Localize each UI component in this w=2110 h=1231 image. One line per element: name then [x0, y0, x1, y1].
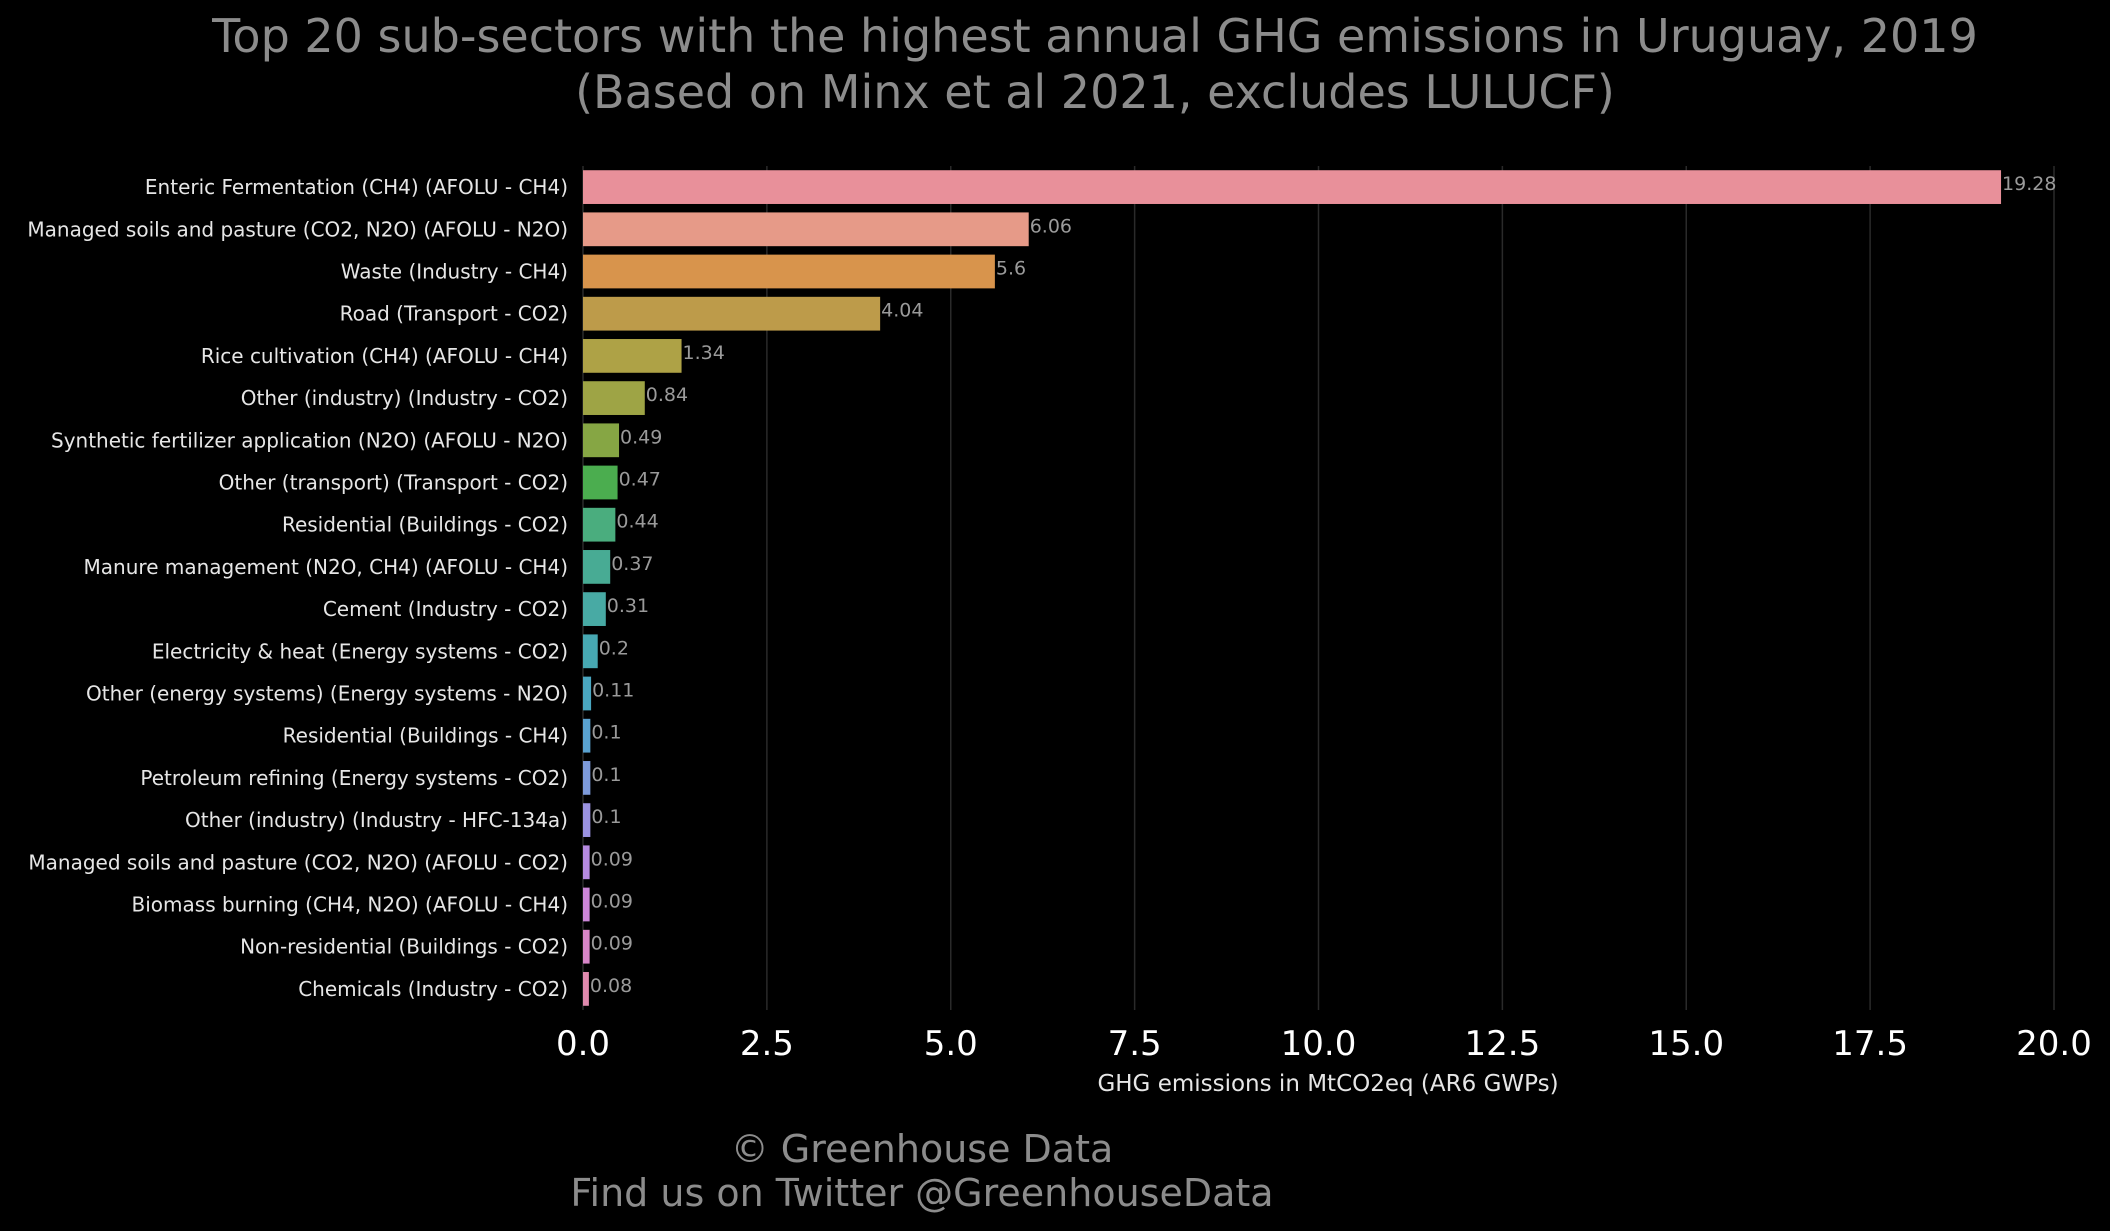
- value-label: 0.09: [591, 848, 633, 870]
- bar: [583, 887, 590, 922]
- x-tick-label: 12.5: [1465, 1024, 1541, 1064]
- x-axis-ticks: 0.0 2.5 5.0 7.5 10.0 12.5 15.0 17.5 20.0: [556, 1024, 2092, 1064]
- bar: [583, 550, 611, 584]
- category-label: Residential (Buildings - CO2): [282, 513, 568, 537]
- value-label: 0.1: [591, 764, 621, 786]
- value-label: 0.84: [646, 384, 688, 406]
- x-tick-label: 10.0: [1281, 1024, 1357, 1064]
- category-label: Managed soils and pasture (CO2, N2O) (AF…: [27, 217, 568, 241]
- bar: [583, 929, 590, 964]
- bar: [583, 803, 591, 837]
- gridlines: [582, 166, 2055, 1010]
- category-label: Biomass burning (CH4, N2O) (AFOLU - CH4): [132, 893, 568, 917]
- category-label: Electricity & heat (Energy systems - CO2…: [152, 639, 568, 663]
- bar: [583, 972, 589, 1006]
- value-label: 0.09: [591, 933, 633, 955]
- value-labels: 19.28 6.065.6 4.04 1.34 0.84 0.49 0.47 0.44 0.37…: [590, 173, 2057, 997]
- category-label: Rice cultivation (CH4) (AFOLU - CH4): [201, 344, 568, 368]
- category-label: Cement (Industry - CO2): [323, 597, 568, 621]
- value-label: 0.2: [599, 637, 629, 659]
- chart-title: Top 20 sub-sectors with the highest annu…: [211, 9, 1978, 63]
- x-axis-title: GHG emissions in MtCO2eq (AR6 GWPs): [1097, 1071, 1558, 1097]
- category-labels: Enteric Fermentation (CH4) (AFOLU - CH4)…: [27, 175, 568, 1001]
- category-label: Waste (Industry - CH4): [341, 260, 568, 284]
- bar: [583, 170, 2002, 204]
- bar: [583, 592, 606, 626]
- category-label: Other (transport) (Transport - CO2): [219, 471, 568, 495]
- chart-subtitle: (Based on Minx et al 2021, excludes LULU…: [575, 65, 1615, 119]
- category-label: Other (industry) (Industry - CO2): [241, 386, 568, 410]
- category-label: Manure management (N2O, CH4) (AFOLU - CH…: [84, 555, 568, 579]
- bar: [583, 254, 995, 289]
- category-label: Residential (Buildings - CH4): [283, 724, 568, 748]
- bar: [583, 423, 620, 458]
- value-label: 4.04: [881, 300, 923, 322]
- value-label: 0.37: [611, 553, 653, 575]
- bar: [583, 845, 590, 880]
- footer-twitter: Find us on Twitter @GreenhouseData: [570, 1171, 1273, 1215]
- value-label: 5.6: [996, 258, 1026, 280]
- bar: [583, 507, 616, 542]
- x-tick-label: 7.5: [1108, 1024, 1162, 1064]
- value-label: 0.08: [590, 975, 632, 997]
- category-label: Chemicals (Industry - CO2): [298, 977, 568, 1001]
- x-tick-label: 17.5: [1832, 1024, 1908, 1064]
- x-tick-label: 15.0: [1648, 1024, 1724, 1064]
- x-tick-label: 2.5: [740, 1024, 794, 1064]
- category-label: Other (energy systems) (Energy systems -…: [86, 682, 568, 706]
- category-label: Non-residential (Buildings - CO2): [240, 935, 568, 959]
- bar: [583, 676, 592, 711]
- bar: [583, 296, 881, 331]
- bar: [583, 634, 598, 669]
- bar: [583, 381, 645, 415]
- x-tick-label: 5.0: [924, 1024, 978, 1064]
- value-label: 6.06: [1030, 215, 1072, 237]
- x-tick-label: 20.0: [2016, 1024, 2092, 1064]
- category-label: Synthetic fertilizer application (N2O) (…: [51, 428, 568, 452]
- value-label: 0.49: [620, 426, 662, 448]
- category-label: Managed soils and pasture (CO2, N2O) (AF…: [28, 850, 568, 874]
- category-label: Road (Transport - CO2): [340, 302, 568, 326]
- x-tick-label: 0.0: [556, 1024, 610, 1064]
- value-label: 0.09: [591, 891, 633, 913]
- bars: [583, 170, 2002, 1006]
- value-label: 0.11: [592, 680, 634, 702]
- value-label: 0.1: [591, 806, 621, 828]
- bar: [583, 465, 618, 500]
- bar: [583, 761, 591, 795]
- bar: [583, 212, 1029, 247]
- value-label: 0.31: [607, 595, 649, 617]
- category-label: Enteric Fermentation (CH4) (AFOLU - CH4): [145, 175, 568, 199]
- category-label: Petroleum refining (Energy systems - CO2…: [140, 766, 568, 790]
- value-label: 19.28: [2002, 173, 2056, 195]
- category-label: Other (industry) (Industry - HFC-134a): [185, 808, 568, 832]
- footer-copyright: © Greenhouse Data: [731, 1127, 1114, 1171]
- bar: [583, 339, 682, 373]
- bar: [583, 718, 591, 753]
- value-label: 0.44: [616, 511, 658, 533]
- value-label: 1.34: [683, 342, 725, 364]
- value-label: 0.1: [591, 722, 621, 744]
- value-label: 0.47: [619, 469, 661, 491]
